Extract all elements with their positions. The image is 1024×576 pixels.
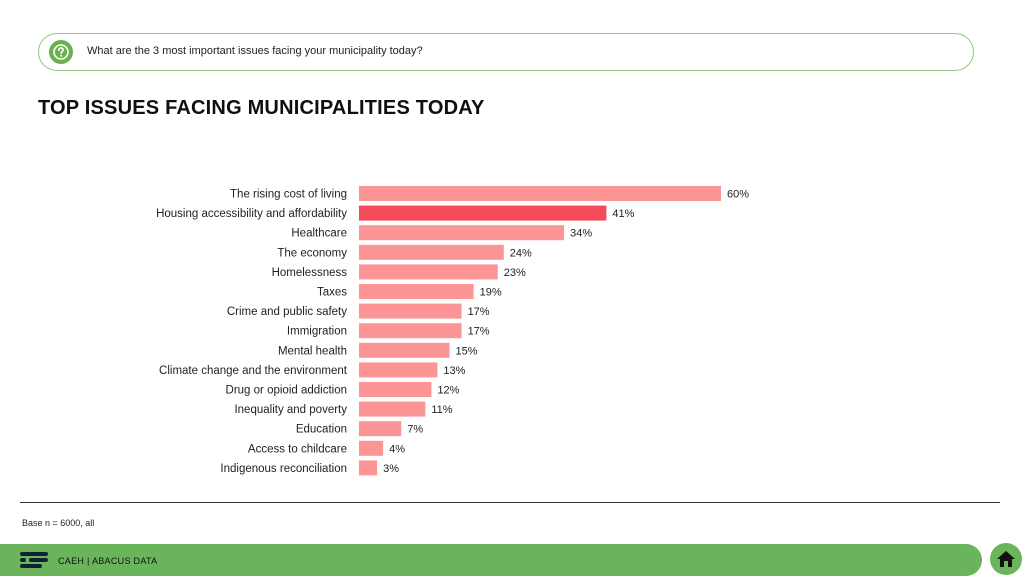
value-label: 3% — [383, 463, 399, 475]
category-label: Climate change and the environment — [159, 365, 348, 377]
value-label: 17% — [468, 326, 490, 338]
category-label: The economy — [277, 247, 347, 259]
bar-chart: The rising cost of living 60% Housing acce… — [156, 186, 749, 476]
bar — [359, 303, 462, 319]
category-label: Inequality and poverty — [234, 404, 347, 416]
value-label: 60% — [727, 189, 749, 201]
page-title: TOP ISSUES FACING MUNICIPALITIES TODAY — [38, 97, 485, 119]
bar — [359, 284, 474, 299]
category-label: Indigenous reconciliation — [220, 463, 347, 475]
question-text: What are the 3 most important issues fac… — [87, 45, 423, 57]
category-label: Homelessness — [272, 267, 348, 279]
category-label: Mental health — [278, 345, 347, 357]
value-label: 41% — [612, 208, 634, 220]
value-label: 7% — [407, 424, 423, 436]
category-label: Immigration — [287, 326, 347, 338]
bar — [359, 460, 378, 476]
value-label: 19% — [480, 287, 502, 299]
value-label: 23% — [504, 267, 526, 279]
home-button[interactable] — [990, 543, 1022, 575]
value-label: 17% — [468, 306, 490, 318]
question-icon — [49, 40, 73, 64]
abacus-logo-icon — [20, 551, 50, 574]
value-label: 15% — [456, 345, 478, 357]
bar — [359, 342, 450, 358]
category-label: Crime and public safety — [227, 306, 347, 318]
bar — [359, 244, 504, 260]
bar — [359, 205, 607, 221]
question-box: What are the 3 most important issues fac… — [38, 33, 974, 71]
bar — [359, 382, 432, 397]
footer-bar: CAEH | ABACUS DATA — [0, 544, 982, 576]
category-label: Education — [296, 424, 347, 436]
category-label: Taxes — [317, 287, 347, 299]
bar — [359, 401, 426, 417]
value-label: 24% — [510, 247, 532, 259]
value-label: 13% — [443, 365, 465, 377]
value-label: 34% — [570, 228, 592, 240]
value-label: 11% — [431, 404, 452, 416]
category-label: Housing accessibility and affordability — [156, 208, 347, 220]
footer-text: CAEH | ABACUS DATA — [58, 556, 158, 566]
value-label: 12% — [437, 385, 459, 397]
base-note: Base n = 6000, all — [22, 518, 95, 528]
bar — [359, 440, 384, 456]
bar — [359, 362, 438, 378]
category-label: The rising cost of living — [230, 189, 347, 201]
divider — [20, 502, 1000, 503]
category-label: Drug or opioid addiction — [226, 385, 347, 397]
bar — [359, 225, 565, 241]
bar — [359, 421, 402, 437]
bar — [359, 264, 498, 280]
bar — [359, 323, 462, 339]
home-icon — [997, 551, 1015, 567]
value-label: 4% — [389, 443, 405, 455]
category-label: Healthcare — [291, 228, 347, 240]
bar — [359, 186, 721, 201]
category-label: Access to childcare — [248, 443, 347, 455]
